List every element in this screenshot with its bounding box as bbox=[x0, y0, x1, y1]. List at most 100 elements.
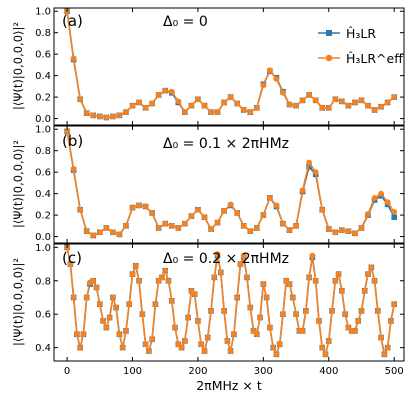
panel-b-h3lr-eff-point bbox=[378, 190, 385, 197]
panel-c-h3lr-eff-point bbox=[365, 271, 371, 277]
panel-a-h3lr-eff-point bbox=[299, 97, 306, 104]
panel-a-ytick-label: 0.0 bbox=[35, 114, 51, 125]
panel-c-label: (c) bbox=[62, 249, 82, 267]
panel-b-h3lr-eff-point bbox=[142, 203, 149, 210]
panel-c-h3lr-eff-point bbox=[391, 301, 398, 308]
panel-c-h3lr-eff-point bbox=[247, 304, 254, 311]
panel-c-h3lr-eff-point bbox=[204, 334, 211, 341]
panel-c-h3lr-eff-point bbox=[384, 344, 391, 351]
panel-a-h3lr-eff-point bbox=[90, 112, 97, 119]
panel-c-h3lr-eff-point bbox=[162, 267, 169, 274]
panel-c-h3lr-eff-point bbox=[181, 338, 188, 344]
x-tick-label: 500 bbox=[385, 366, 404, 377]
panel-a-h3lr-eff-point bbox=[234, 100, 241, 107]
panel-b-h3lr-eff-point bbox=[208, 226, 214, 232]
x-tick-label: 300 bbox=[254, 366, 273, 377]
panel-c-h3lr-eff-point bbox=[299, 328, 306, 334]
panel-a-h3lr-eff-point bbox=[214, 109, 221, 116]
panel-b-h3lr-point bbox=[391, 214, 397, 221]
panel-b-xticks bbox=[66, 126, 395, 243]
panel-c-h3lr-eff-point bbox=[309, 252, 316, 259]
panel-a-h3lr-eff-point bbox=[338, 98, 345, 105]
panel-b-h3lr-eff-point bbox=[64, 128, 70, 135]
panel-b-h3lr-eff-point bbox=[168, 222, 175, 229]
panel-b-h3lr-eff-point bbox=[325, 226, 332, 232]
panel-b-h3lr-eff-point bbox=[83, 228, 90, 235]
panel-a-h3lr-eff-point bbox=[201, 102, 208, 109]
panel-c-h3lr-eff-point bbox=[276, 341, 283, 348]
panel-a-ytick-label: 0.8 bbox=[35, 28, 51, 39]
panel-c-h3lr-eff-point bbox=[168, 297, 175, 304]
panel-b-h3lr-eff-point bbox=[149, 210, 156, 216]
legend-marker-h3lr bbox=[326, 30, 332, 36]
panel-c-h3lr-eff-point bbox=[119, 344, 126, 351]
panel-c-h3lr-eff-point bbox=[381, 351, 388, 358]
panel-c-h3lr-eff-point bbox=[142, 341, 149, 348]
panel-b-h3lr-eff-point bbox=[162, 220, 169, 227]
panel-a-h3lr-eff-point bbox=[77, 96, 84, 103]
panel-c-h3lr-eff-point bbox=[237, 261, 244, 267]
panel-a-ytick-label: 1.0 bbox=[35, 7, 51, 18]
panel-a-h3lr-eff-point bbox=[378, 103, 385, 110]
panel-b-h3lr-eff-point bbox=[240, 222, 247, 229]
x-tick-label: 200 bbox=[188, 366, 207, 377]
panel-c-h3lr-eff-point bbox=[329, 307, 335, 314]
panel-a-h3lr-eff-point bbox=[136, 99, 142, 106]
panel-c-h3lr-eff-point bbox=[109, 294, 116, 301]
panel-c-h3lr-eff-point bbox=[371, 277, 378, 284]
panel-c-h3lr-eff-point bbox=[132, 262, 139, 269]
panel-c-h3lr-eff-point bbox=[106, 314, 113, 321]
panel-c-yticks: 0.4 0.6 0.8 1.0 bbox=[35, 243, 404, 354]
panel-a-h3lr-eff-point bbox=[365, 102, 371, 109]
panel-b-h3lr-eff-point bbox=[306, 159, 313, 166]
panel-b-h3lr-eff-point bbox=[384, 199, 391, 206]
panel-c-h3lr-eff-point bbox=[306, 274, 313, 281]
panel-b-ytick-label: 0.8 bbox=[35, 146, 51, 157]
panel-c-ytick-label: 0.4 bbox=[35, 343, 51, 354]
panel-b-h3lr-eff-point bbox=[155, 225, 162, 231]
panel-c-h3lr-eff-point bbox=[136, 277, 142, 284]
panel-a: 0.0 0.2 0.4 0.6 0.8 1.0 (a) Δ₀ = 0 |⟨Ψ(t)|0,0… bbox=[11, 7, 405, 126]
panel-c-ytick-label: 0.8 bbox=[35, 276, 51, 287]
panel-c-h3lr-eff-point bbox=[100, 317, 106, 324]
panel-b-h3lr-eff-point bbox=[280, 220, 286, 227]
panel-c-h3lr-eff-point bbox=[338, 287, 345, 294]
panel-c-h3lr-eff-point bbox=[302, 307, 309, 314]
panel-a-h3lr-eff-point bbox=[384, 99, 391, 106]
panel-b-h3lr-eff-point bbox=[129, 204, 136, 211]
panel-c-h3lr-eff-point bbox=[368, 264, 375, 271]
panel-c-h3lr-eff-point bbox=[178, 344, 185, 351]
panel-b-ytick-label: 0.0 bbox=[35, 232, 51, 243]
panel-a-h3lr-eff-point bbox=[345, 102, 352, 109]
panel-b-ytick-label: 0.6 bbox=[35, 168, 51, 179]
panel-c-h3lr-eff-point bbox=[332, 277, 339, 284]
panel-b-ytick-label: 1.0 bbox=[35, 125, 51, 136]
panel-c-h3lr-eff-point bbox=[70, 294, 77, 301]
panel-b-h3lr-eff-point bbox=[234, 210, 241, 216]
panel-b-series bbox=[64, 128, 398, 239]
panel-c-h3lr-eff-point bbox=[361, 287, 368, 294]
panel-c-h3lr-eff-point bbox=[358, 307, 365, 314]
panel-b-h3lr-eff-point bbox=[253, 225, 260, 231]
panel-c-h3lr-eff-point bbox=[289, 294, 296, 301]
panel-b-h3lr-eff-point bbox=[312, 169, 319, 176]
x-tick-label: 0 bbox=[64, 366, 70, 377]
panel-a-h3lr-eff-point bbox=[332, 96, 339, 103]
panel-c-h3lr-eff-point bbox=[263, 294, 270, 301]
panel-b-h3lr-eff-point bbox=[293, 222, 299, 229]
panel-a-h3lr-eff-point bbox=[312, 97, 319, 104]
panel-a-h3lr-eff-point bbox=[83, 110, 90, 117]
panel-c-h3lr-eff-point bbox=[224, 338, 231, 344]
panel-c-h3lr-eff-point bbox=[217, 269, 224, 276]
panel-b-h3lr-eff-point bbox=[116, 231, 123, 238]
panel-b-ylabel: |⟨Ψ(t)|0,0,0,0⟩|² bbox=[11, 140, 25, 228]
panel-a-h3lr-eff-point bbox=[319, 104, 326, 111]
panel-c-h3lr-eff-point bbox=[378, 334, 385, 341]
panel-b-ytick-label: 0.4 bbox=[35, 189, 51, 200]
panel-a-h3lr-eff-point bbox=[221, 99, 227, 106]
panel-a-h3lr-eff-point bbox=[358, 97, 365, 104]
panel-a-ytick-label: 0.4 bbox=[35, 71, 51, 82]
panel-c-ytick-label: 1.0 bbox=[35, 243, 51, 254]
legend: Ĥ₃LR Ĥ₃LR^eff bbox=[318, 26, 403, 66]
panel-c-h3lr-eff-point bbox=[90, 277, 97, 284]
